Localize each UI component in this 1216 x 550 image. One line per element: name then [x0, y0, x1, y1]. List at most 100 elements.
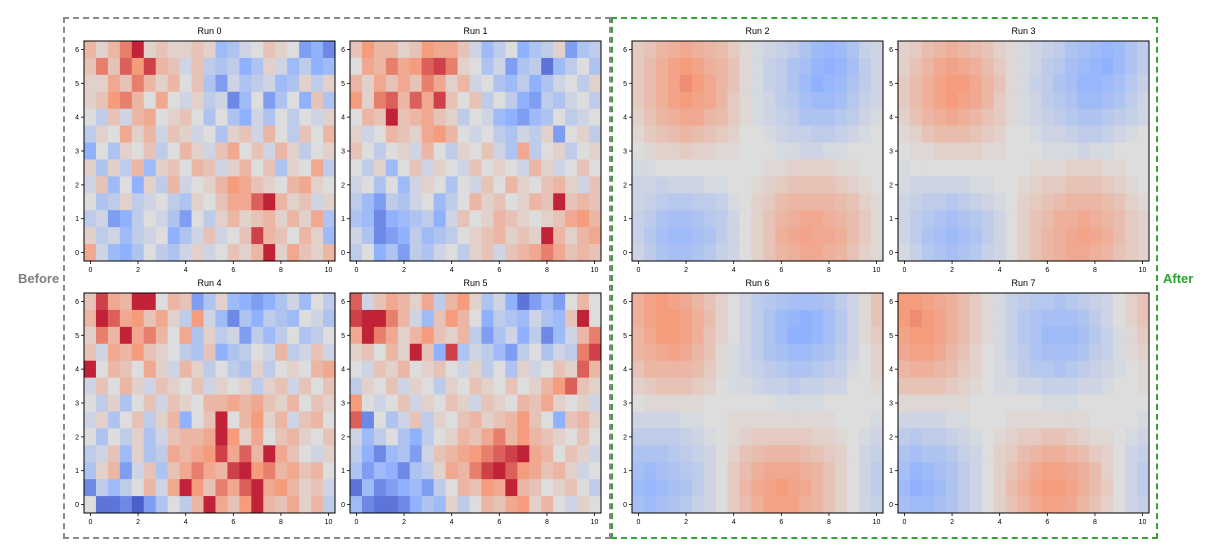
- heatmap-cell: [239, 445, 252, 463]
- y-tick-label: 2: [889, 182, 893, 189]
- heatmap-cell: [1077, 142, 1090, 160]
- heatmap-cell: [275, 394, 288, 412]
- heatmap-cell: [823, 176, 836, 194]
- heatmap-cell: [350, 210, 363, 228]
- heatmap-cell: [361, 244, 375, 262]
- heatmap-cell: [993, 343, 1007, 362]
- heatmap-cell: [727, 377, 741, 396]
- heatmap-cell: [703, 428, 717, 446]
- heatmap-cell: [775, 41, 788, 59]
- heatmap-cell: [541, 343, 554, 362]
- heatmap-cell: [859, 125, 872, 144]
- y-tick-label: 0: [341, 250, 345, 257]
- heatmap-cell: [385, 360, 399, 379]
- heatmap-cell: [107, 193, 121, 211]
- heatmap-cell: [632, 394, 645, 412]
- heatmap-cell: [727, 479, 741, 497]
- heatmap-cell: [311, 193, 324, 211]
- heatmap-cell: [1029, 479, 1042, 497]
- heatmap-cell: [679, 479, 693, 497]
- heatmap-cell: [203, 445, 216, 463]
- heatmap-cell: [155, 293, 169, 311]
- heatmap-cell: [311, 428, 324, 446]
- heatmap-cell: [727, 343, 741, 362]
- heatmap-cell: [1137, 41, 1150, 59]
- heatmap-cell: [469, 244, 482, 262]
- heatmap-cell: [632, 377, 645, 396]
- heatmap-cell: [517, 159, 530, 177]
- heatmap-cell: [969, 479, 983, 497]
- heatmap-cell: [1017, 293, 1030, 311]
- heatmap-cell: [1113, 142, 1126, 160]
- heatmap-cell: [763, 326, 776, 345]
- heatmap-cell: [143, 125, 157, 144]
- heatmap-cell: [1125, 142, 1138, 160]
- heatmap-cell: [643, 125, 657, 144]
- heatmap-cell: [898, 193, 911, 211]
- heatmap-cell: [409, 309, 423, 328]
- heatmap-cell: [1077, 309, 1090, 328]
- y-tick-label: 3: [623, 149, 627, 156]
- heatmap-cell: [933, 159, 947, 177]
- heatmap-cell: [203, 176, 216, 194]
- heatmap-cell: [823, 159, 836, 177]
- heatmap-cell: [679, 91, 693, 110]
- heatmap-cell: [679, 176, 693, 194]
- heatmap-cell: [1017, 57, 1030, 76]
- heatmap-cell: [727, 210, 741, 228]
- heatmap-cell: [1005, 210, 1019, 228]
- heatmap-cell: [263, 176, 276, 194]
- heatmap-cell: [933, 377, 947, 396]
- heatmap-cell: [751, 377, 764, 396]
- heatmap-cell: [847, 394, 860, 412]
- heatmap-cell: [481, 309, 494, 328]
- heatmap-cell: [373, 377, 387, 396]
- heatmap-cell: [1089, 193, 1102, 211]
- heatmap-cell: [457, 343, 471, 362]
- heatmap-cell: [167, 326, 181, 345]
- heatmap-cell: [275, 244, 288, 262]
- heatmap-cell: [299, 293, 312, 311]
- heatmap-cell: [179, 309, 193, 328]
- heatmap-cell: [445, 210, 459, 228]
- heatmap-cell: [203, 343, 216, 362]
- heatmap-cell: [921, 176, 935, 194]
- heatmap-cell: [811, 193, 824, 211]
- heatmap-cell: [323, 496, 336, 514]
- heatmap-cell: [385, 74, 399, 93]
- heatmap-cell: [481, 41, 494, 59]
- heatmap-cell: [655, 445, 669, 463]
- heatmap-cell: [1065, 293, 1078, 311]
- heatmap-cell: [1017, 445, 1030, 463]
- heatmap-cell: [751, 411, 764, 429]
- heatmap-cell: [397, 309, 411, 328]
- heatmap-cell: [143, 309, 157, 328]
- panel-title: Run 2: [745, 26, 769, 36]
- heatmap-cell: [457, 496, 471, 514]
- heatmap-cell: [251, 176, 264, 194]
- heatmap-cell: [493, 377, 506, 396]
- heatmap-cell: [493, 193, 506, 211]
- heatmap-cell: [433, 411, 447, 429]
- heatmap-cell: [191, 210, 205, 228]
- heatmap-cell: [667, 360, 681, 379]
- heatmap-cell: [981, 159, 995, 177]
- heatmap-cell: [1065, 377, 1078, 396]
- heatmap-cell: [799, 176, 812, 194]
- heatmap-cell: [1005, 176, 1019, 194]
- heatmap-cell: [1065, 360, 1078, 379]
- heatmap-cell: [969, 210, 983, 228]
- heatmap-cell: [179, 57, 193, 76]
- heatmap-cell: [715, 360, 729, 379]
- heatmap-cell: [553, 227, 566, 245]
- heatmap-cell: [1005, 125, 1019, 144]
- heatmap-cell: [993, 496, 1007, 514]
- heatmap-cell: [679, 445, 693, 463]
- heatmap-cell: [1101, 142, 1114, 160]
- heatmap-cell: [299, 462, 312, 480]
- heatmap-cell: [945, 91, 959, 110]
- heatmap-cell: [493, 428, 506, 446]
- heatmap-cell: [811, 210, 824, 228]
- heatmap-cell: [409, 462, 423, 480]
